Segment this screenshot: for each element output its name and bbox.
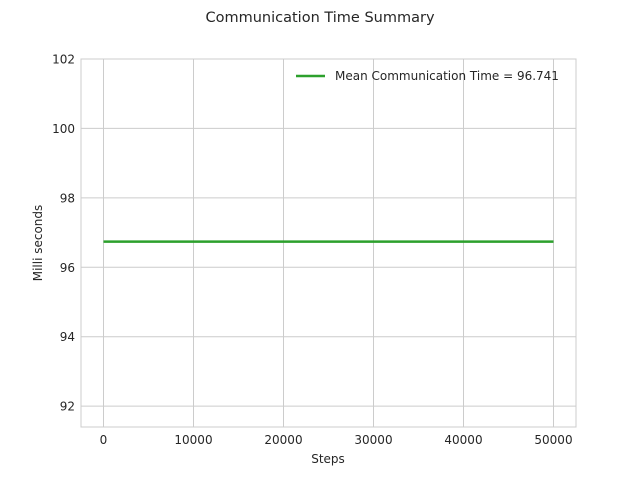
x-tick-label: 50000 — [534, 433, 572, 447]
y-tick-label: 94 — [60, 330, 75, 344]
grid-lines — [81, 58, 576, 427]
y-tick-label: 96 — [60, 261, 75, 275]
x-tick-labels: 0 10000 20000 30000 40000 50000 — [100, 433, 573, 447]
legend-label: Mean Communication Time = 96.741 — [335, 69, 559, 83]
y-tick-labels: 92 94 96 98 100 102 — [52, 53, 75, 414]
x-tick-label: 20000 — [264, 433, 302, 447]
x-axis-label: Steps — [311, 452, 345, 466]
y-tick-label: 98 — [60, 191, 75, 205]
chart-title: Communication Time Summary — [205, 10, 434, 26]
plot-frame — [80, 58, 577, 428]
x-tick-label: 10000 — [174, 433, 212, 447]
y-tick-label: 102 — [52, 53, 75, 67]
legend: Mean Communication Time = 96.741 — [296, 69, 559, 83]
x-tick-label: 40000 — [444, 433, 482, 447]
x-tick-label: 0 — [100, 433, 108, 447]
y-axis-label: Milli seconds — [31, 205, 45, 282]
x-tick-label: 30000 — [354, 433, 392, 447]
y-tick-label: 100 — [52, 122, 75, 136]
y-tick-label: 92 — [60, 400, 75, 414]
